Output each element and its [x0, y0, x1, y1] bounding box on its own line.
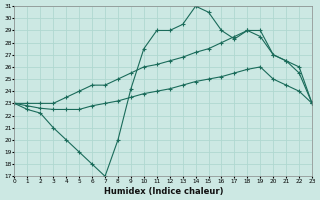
X-axis label: Humidex (Indice chaleur): Humidex (Indice chaleur)	[103, 187, 223, 196]
